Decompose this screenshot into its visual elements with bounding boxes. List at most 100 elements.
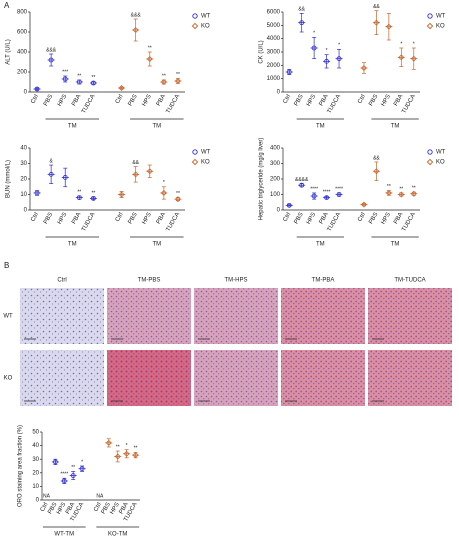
significance-label: ** [77,73,81,79]
y-tick-label: 5000 [267,23,281,29]
panel-letter: A [4,1,10,10]
x-tick-label: HPS [57,94,68,108]
data-point [360,65,367,71]
data-point [91,80,96,86]
x-tick-label: TUDCA [81,94,97,115]
data-point [174,196,181,203]
x-tick-label: PBS [128,212,139,225]
data-point [105,439,112,446]
significance-label: ** [176,72,180,78]
y-tick-label: 600 [17,30,28,36]
micrograph [20,288,104,344]
data-point [62,76,68,82]
data-point [299,182,305,188]
y-tick-label: 10 [20,192,27,198]
y-axis-label: ORO staining area fraction (%) [18,425,24,507]
row-label: WT [3,314,13,320]
data-point [146,168,153,175]
significance-label: ** [116,444,120,450]
y-tick-label: 4000 [267,36,281,42]
x-tick-label: HPS [142,212,153,226]
legend-label: WT [201,14,211,20]
legend-marker [191,158,199,166]
x-tick-label: PBS [101,502,112,515]
x-tick-label: Ctrl [357,212,367,223]
data-point [311,45,317,51]
significance-label: **** [335,186,343,192]
data-point [34,86,40,92]
x-tick-label: PBA [318,212,329,225]
group-label: KO-TM [108,532,127,538]
y-tick-label: 10 [32,484,39,490]
group-label: TM [391,124,400,130]
group-label: WT-TM [54,532,74,538]
column-label: TM-TUDCA [394,278,425,284]
y-tick-label: 0 [277,208,281,214]
data-point [118,85,125,91]
x-tick-label: PBS [43,94,54,107]
y-tick-label: 100 [270,192,281,198]
data-point [62,175,68,180]
group-label: TM [68,242,77,248]
y-tick-label: 400 [17,50,28,56]
y-tick-label: 300 [270,161,281,167]
y-tick-label: 40 [32,443,39,449]
data-point [118,191,125,198]
x-tick-label: Ctrl [30,94,40,105]
group-label: TM [391,242,400,248]
data-point [336,192,342,197]
data-point [76,195,82,201]
significance-label: **** [60,472,68,478]
micrograph [368,350,452,406]
column-label: Ctrl [57,278,66,284]
significance-label: && [298,7,305,13]
micrograph [194,288,278,344]
y-tick-label: 20 [32,470,39,476]
y-tick-label: 800 [17,10,28,16]
y-axis-label: CK (U/L) [259,40,265,63]
y-tick-label: 30 [20,161,27,167]
significance-label: NA [43,493,51,499]
legend-marker [192,13,198,19]
micrograph [281,288,365,344]
x-tick-label: PBS [47,502,58,515]
significance-label: * [163,180,165,186]
significance-label: &&&& [295,177,309,183]
data-point [76,79,82,85]
x-tick-label: TUDCA [166,212,182,233]
y-tick-label: 6000 [267,10,281,16]
x-tick-label: HPS [57,212,68,226]
y-tick-label: 200 [17,70,28,76]
x-tick-label: PBA [393,212,404,225]
legend-marker [192,149,198,155]
significance-label: ** [176,191,180,197]
data-point [410,55,417,62]
data-point [286,69,292,75]
group-label: TM [152,124,161,130]
data-point [70,473,76,478]
significance-label: * [413,41,415,47]
significance-label: ** [91,190,95,196]
x-tick-label: PBA [156,94,167,107]
significance-label: && [132,160,139,166]
x-tick-label: PBS [128,94,139,107]
data-point [48,57,54,63]
legend-label: WT [436,14,446,20]
legend-label: WT [436,150,446,156]
y-axis-label: ALT (U/L) [6,39,12,64]
data-point [160,79,167,85]
x-tick-label: HPS [306,94,317,108]
data-point [410,190,417,197]
data-point [132,171,139,178]
x-tick-label: TUDCA [166,94,182,115]
group-label: TM [316,242,325,248]
data-point [324,195,329,201]
x-tick-label: PBS [368,212,379,225]
micrograph [20,350,104,406]
significance-label: ** [77,189,81,195]
significance-label: * [81,459,83,465]
significance-label: NA [96,493,104,499]
data-point [286,202,292,208]
y-axis-label: BUN (mmol/L) [6,160,12,198]
